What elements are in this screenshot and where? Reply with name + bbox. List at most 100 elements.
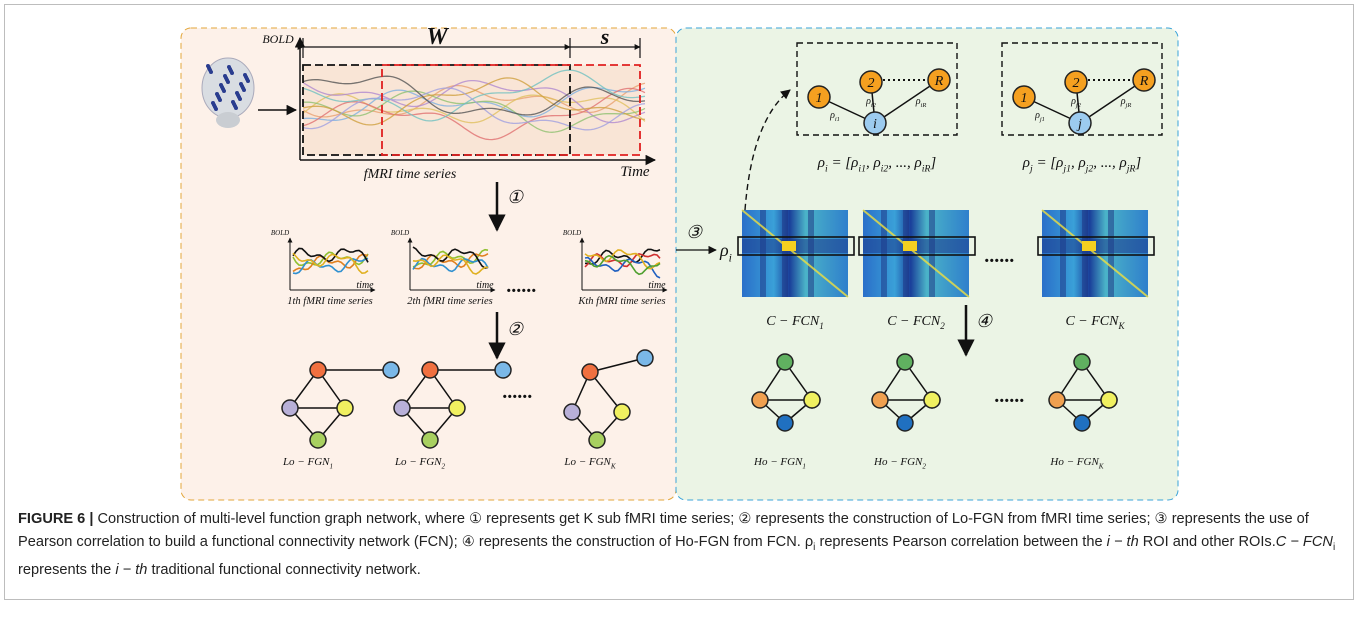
brain-dot <box>230 71 234 75</box>
text-part: ρ <box>719 240 729 260</box>
node <box>637 350 653 366</box>
node <box>589 432 605 448</box>
brain-dot <box>218 98 222 102</box>
brain-dot <box>214 107 218 111</box>
text-part: , ρ <box>1071 155 1086 171</box>
heatmap-band <box>782 210 788 297</box>
label: ...... <box>995 385 1025 407</box>
subscript: j1 <box>1061 164 1071 175</box>
label: ...... <box>507 275 537 297</box>
subscript: j1 <box>1039 116 1045 123</box>
brain-dot <box>226 80 230 84</box>
node <box>582 364 598 380</box>
subscript: i2 <box>881 164 889 175</box>
page: BOLDWsTimefMRI time series①②③④BOLDtime1t… <box>0 0 1360 619</box>
brain-dot <box>238 97 242 101</box>
label: C − FCN1​ <box>766 314 824 331</box>
label: 2 <box>1073 76 1080 91</box>
subscript: iR <box>922 164 931 175</box>
label: BOLD <box>271 229 289 237</box>
subscript: i <box>729 251 732 264</box>
caption-text: i <box>1333 542 1335 553</box>
brain-dot <box>222 89 226 93</box>
text-part: Lo − FGN <box>394 456 442 468</box>
label: BOLD <box>563 229 581 237</box>
subscript: 1 <box>329 462 333 470</box>
node <box>310 362 326 378</box>
brain-dot <box>242 88 246 92</box>
label: time <box>356 280 374 291</box>
label: s <box>600 24 610 49</box>
subscript: j2 <box>1084 164 1094 175</box>
label: C − FCN2​ <box>887 314 945 331</box>
text-part: C − FCN <box>887 314 941 329</box>
text-part: ρ <box>817 155 825 171</box>
subscript: jR <box>1125 164 1136 175</box>
text-part: ] <box>1134 155 1141 171</box>
subscript: j2 <box>1075 102 1082 109</box>
text-part: , ..., ρ <box>888 155 921 171</box>
label: W <box>426 24 449 50</box>
brain-dot <box>246 79 250 83</box>
node <box>337 400 353 416</box>
label: 1th fMRI time series <box>287 296 372 307</box>
heatmap-band <box>881 210 887 297</box>
label: ...... <box>985 245 1015 267</box>
node <box>872 392 888 408</box>
node <box>1074 415 1090 431</box>
label: BOLD <box>262 32 294 46</box>
label: time <box>476 280 494 291</box>
caption-text: FIGURE 6 | <box>18 511 93 527</box>
caption-text: ROI and other ROIs. <box>1139 534 1276 550</box>
node <box>1074 354 1090 370</box>
highlight <box>782 241 796 251</box>
node <box>310 432 326 448</box>
caption-text: represents Pearson correlation between t… <box>815 534 1106 550</box>
node <box>897 415 913 431</box>
subscript: 2 <box>940 321 945 331</box>
label: ③ <box>686 222 703 242</box>
caption-text: represents the <box>18 562 115 578</box>
node <box>752 392 768 408</box>
node <box>282 400 298 416</box>
label: BOLD <box>391 229 409 237</box>
label: ① <box>507 187 524 207</box>
text-part: C − FCN <box>1065 314 1119 329</box>
label: 1 <box>1021 91 1028 106</box>
subscript: 2 <box>441 462 445 470</box>
node <box>897 354 913 370</box>
highlight <box>903 241 917 251</box>
subscript: jR <box>1125 102 1132 109</box>
heatmap-band <box>1082 210 1088 297</box>
text-part: Ho − FGN <box>753 456 803 468</box>
node <box>383 362 399 378</box>
subscript: 1 <box>819 321 824 331</box>
label: ④ <box>976 311 993 331</box>
label: fMRI time series <box>364 167 457 182</box>
caption-text: i − th <box>1107 534 1139 550</box>
heatmap-band <box>929 210 935 297</box>
label: Time <box>620 164 650 180</box>
text-part: = [ρ <box>828 155 859 171</box>
brain-dot <box>209 70 213 74</box>
caption-text: C − FCN <box>1276 534 1333 550</box>
label: R <box>1139 74 1149 89</box>
heatmap-band <box>1060 210 1066 297</box>
subscript: i1 <box>858 164 866 175</box>
subscript: i1 <box>835 116 840 123</box>
window-shade <box>303 65 640 155</box>
node <box>777 415 793 431</box>
node <box>614 404 630 420</box>
label: C − FCNK​ <box>1065 314 1125 331</box>
node <box>422 432 438 448</box>
heatmap-band <box>903 210 909 297</box>
node <box>1101 392 1117 408</box>
text-part: = [ρ <box>1033 155 1064 171</box>
text-part: Lo − FGN <box>563 456 611 468</box>
subscript: K <box>1117 321 1125 331</box>
node <box>449 400 465 416</box>
heatmap-band <box>808 210 814 297</box>
label: 2 <box>868 76 875 91</box>
node <box>495 362 511 378</box>
